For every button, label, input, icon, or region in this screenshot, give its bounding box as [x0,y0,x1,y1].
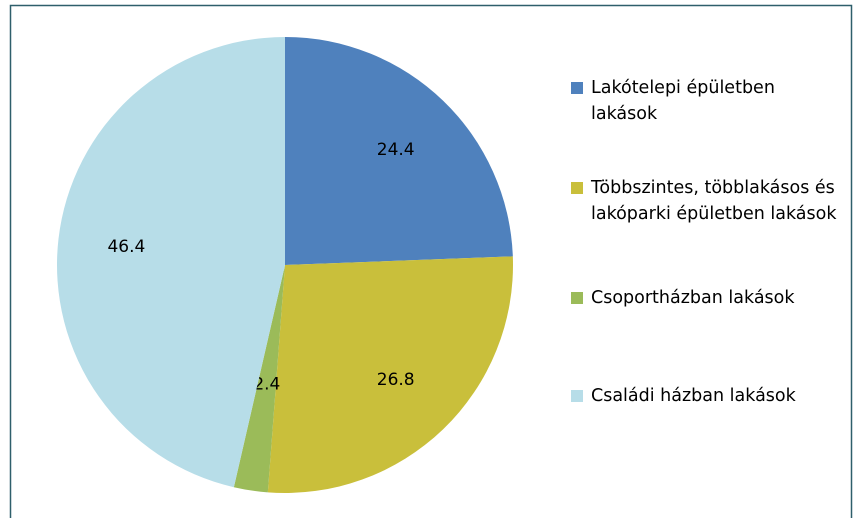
legend-swatch [571,182,583,194]
pie-slice [56,37,285,488]
frame [9,4,853,518]
data-label: 24.4 [377,140,415,160]
data-label: 2.4 [253,374,280,394]
legend-swatch [571,82,583,94]
data-label: 46.4 [107,237,145,257]
pie-slice [267,256,513,493]
legend-label: Többszintes, többlakásos és lakóparki ép… [591,178,837,224]
legend-swatch [571,292,583,304]
data-label: 26.8 [377,370,415,390]
legend-swatch [571,390,583,402]
legend-item: Családi házban lakások [571,383,840,409]
pie-slice [285,37,513,265]
legend-label: Családi házban lakások [591,386,796,406]
legend-item: Csoportházban lakások [571,285,840,311]
legend-label: Csoportházban lakások [591,288,795,308]
legend-label: Lakótelepi épületben lakások [591,78,775,124]
legend-item: Többszintes, többlakásos és lakóparki ép… [571,175,840,227]
pie-slice [233,265,285,493]
legend-item: Lakótelepi épületben lakások [571,75,840,127]
